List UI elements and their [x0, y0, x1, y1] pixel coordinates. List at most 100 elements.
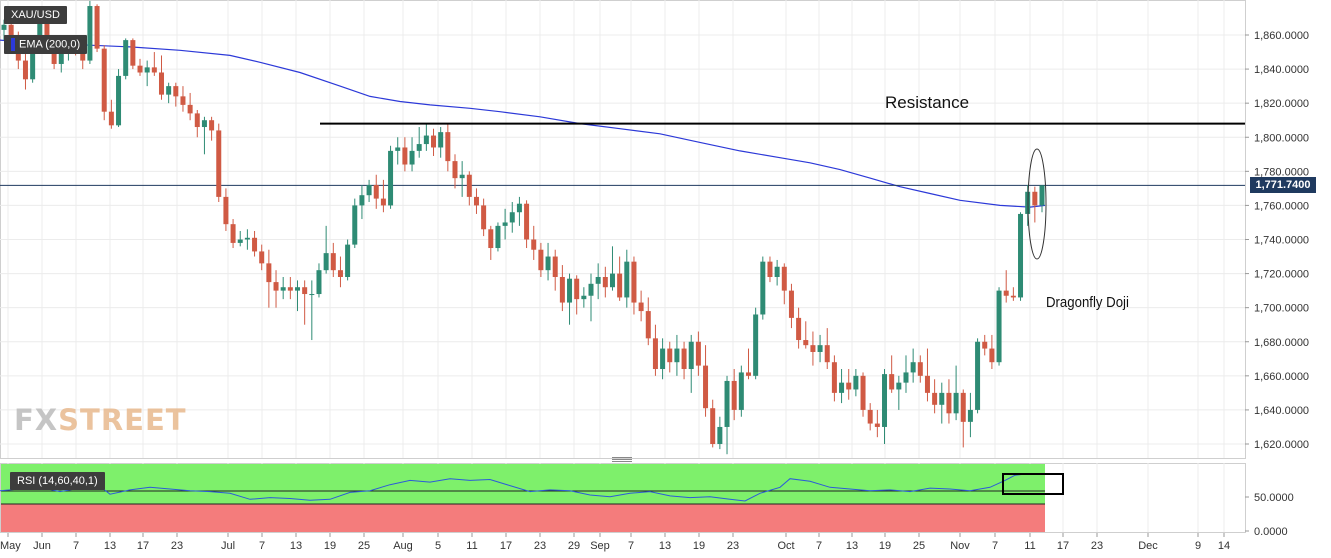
candle-bullish: [144, 67, 150, 73]
rsi-y-tick-label: 50.0000: [1254, 492, 1294, 504]
candle-bullish: [352, 205, 358, 245]
candle-bearish: [431, 135, 437, 148]
candle-bullish: [509, 212, 515, 223]
candle-bearish: [796, 317, 802, 341]
rsi-tag[interactable]: RSI (14,60,40,1): [10, 472, 105, 490]
x-tick-label: 7: [992, 540, 998, 552]
x-tick-label: 7: [628, 540, 634, 552]
candle-bearish: [788, 290, 794, 318]
candle-bullish: [244, 237, 250, 240]
candle-bullish: [459, 174, 465, 179]
symbol-tag[interactable]: XAU/USD: [4, 6, 67, 24]
x-tick-label: 7: [73, 540, 79, 552]
candle-bearish: [810, 345, 816, 352]
candle-bullish: [853, 375, 859, 390]
candle-bearish: [137, 65, 143, 73]
y-tick-label: 1,840.0000: [1254, 64, 1309, 76]
x-tick-label: 19: [693, 540, 705, 552]
x-tick-label: Oct: [777, 540, 794, 552]
candle-bearish: [703, 365, 709, 409]
candle-bearish: [667, 348, 673, 363]
candle-bullish: [896, 382, 902, 390]
candle-bearish: [874, 423, 880, 427]
main-pane: [0, 0, 1246, 459]
candle-bearish: [473, 196, 479, 206]
candle-bearish: [1003, 290, 1009, 296]
candle-bearish: [652, 338, 658, 370]
candle-bearish: [330, 253, 336, 271]
x-tick-label: May: [0, 540, 21, 552]
candle-bullish: [388, 150, 394, 206]
candle-bearish: [194, 113, 200, 128]
x-tick-label: 13: [290, 540, 302, 552]
x-tick-label: 7: [816, 540, 822, 552]
x-tick-label: 14: [1218, 540, 1230, 552]
candle-bearish: [216, 130, 222, 197]
x-tick-label: 11: [466, 540, 477, 552]
candle-bearish: [402, 147, 408, 165]
x-tick-label: 23: [727, 540, 739, 552]
candle-bearish: [538, 249, 544, 271]
candle-bullish: [774, 266, 780, 277]
candle-bearish: [695, 341, 701, 366]
x-tick-label: 17: [500, 540, 512, 552]
x-tick-label: 29: [568, 540, 580, 552]
candle-bearish: [223, 196, 229, 225]
candle-bearish: [380, 198, 386, 206]
ema-tag[interactable]: EMA (200,0): [4, 35, 88, 54]
candle-bearish: [337, 270, 343, 277]
candle-bearish: [552, 256, 558, 277]
candle-bullish: [660, 348, 666, 370]
y-tick-label: 1,800.0000: [1254, 132, 1309, 144]
candle-bearish: [158, 72, 164, 95]
candle-bearish: [8, 24, 14, 39]
candle-bullish: [595, 276, 601, 284]
candle-bearish: [559, 276, 565, 303]
candle-bullish: [359, 195, 365, 206]
candle-bullish: [345, 244, 351, 277]
candle-bearish: [924, 375, 930, 393]
x-tick-label: Nov: [950, 540, 970, 552]
candle-bearish: [617, 273, 623, 298]
candle-bearish: [767, 261, 773, 277]
candle-bearish: [130, 40, 136, 66]
x-tick-label: 13: [659, 540, 671, 552]
candle-bearish: [22, 60, 28, 80]
rsi-y-tick-label: 0.0000: [1254, 526, 1288, 538]
x-tick-label: 23: [534, 540, 546, 552]
y-tick-label: 1,680.0000: [1254, 337, 1309, 349]
candle-bullish: [366, 184, 372, 196]
logo-street: STREET: [58, 403, 187, 437]
candle-bearish: [889, 374, 895, 390]
candle-bearish: [209, 120, 215, 131]
candle-bearish: [44, 14, 50, 39]
candle-bullish: [760, 261, 766, 315]
candle-bearish: [187, 104, 193, 114]
candle-bearish: [681, 348, 687, 370]
candle-bullish: [817, 345, 823, 352]
x-tick-label: 11: [1024, 540, 1035, 552]
candle-bearish: [230, 224, 236, 243]
candle-bearish: [452, 161, 458, 179]
y-tick-label: 1,640.0000: [1254, 405, 1309, 417]
candle-bullish: [409, 150, 415, 165]
pane-resize-handle[interactable]: [612, 456, 632, 462]
candle-bullish: [87, 6, 93, 61]
candle-bearish: [824, 345, 830, 363]
candle-bearish: [287, 287, 293, 291]
candle-bullish: [516, 203, 522, 213]
x-tick-label: 25: [913, 540, 925, 552]
candle-bearish: [259, 251, 265, 264]
candle-bullish: [1018, 213, 1024, 298]
x-tick-label: 13: [846, 540, 858, 552]
x-tick-label: Aug: [393, 540, 413, 552]
candle-bearish: [101, 48, 107, 112]
candle-bullish: [609, 273, 615, 288]
candle-bearish: [989, 348, 995, 363]
candle-bearish: [846, 382, 852, 390]
candle-bearish: [94, 6, 100, 49]
candle-bullish: [588, 283, 594, 296]
candle-bearish: [373, 184, 379, 199]
candle-bearish: [745, 372, 751, 376]
